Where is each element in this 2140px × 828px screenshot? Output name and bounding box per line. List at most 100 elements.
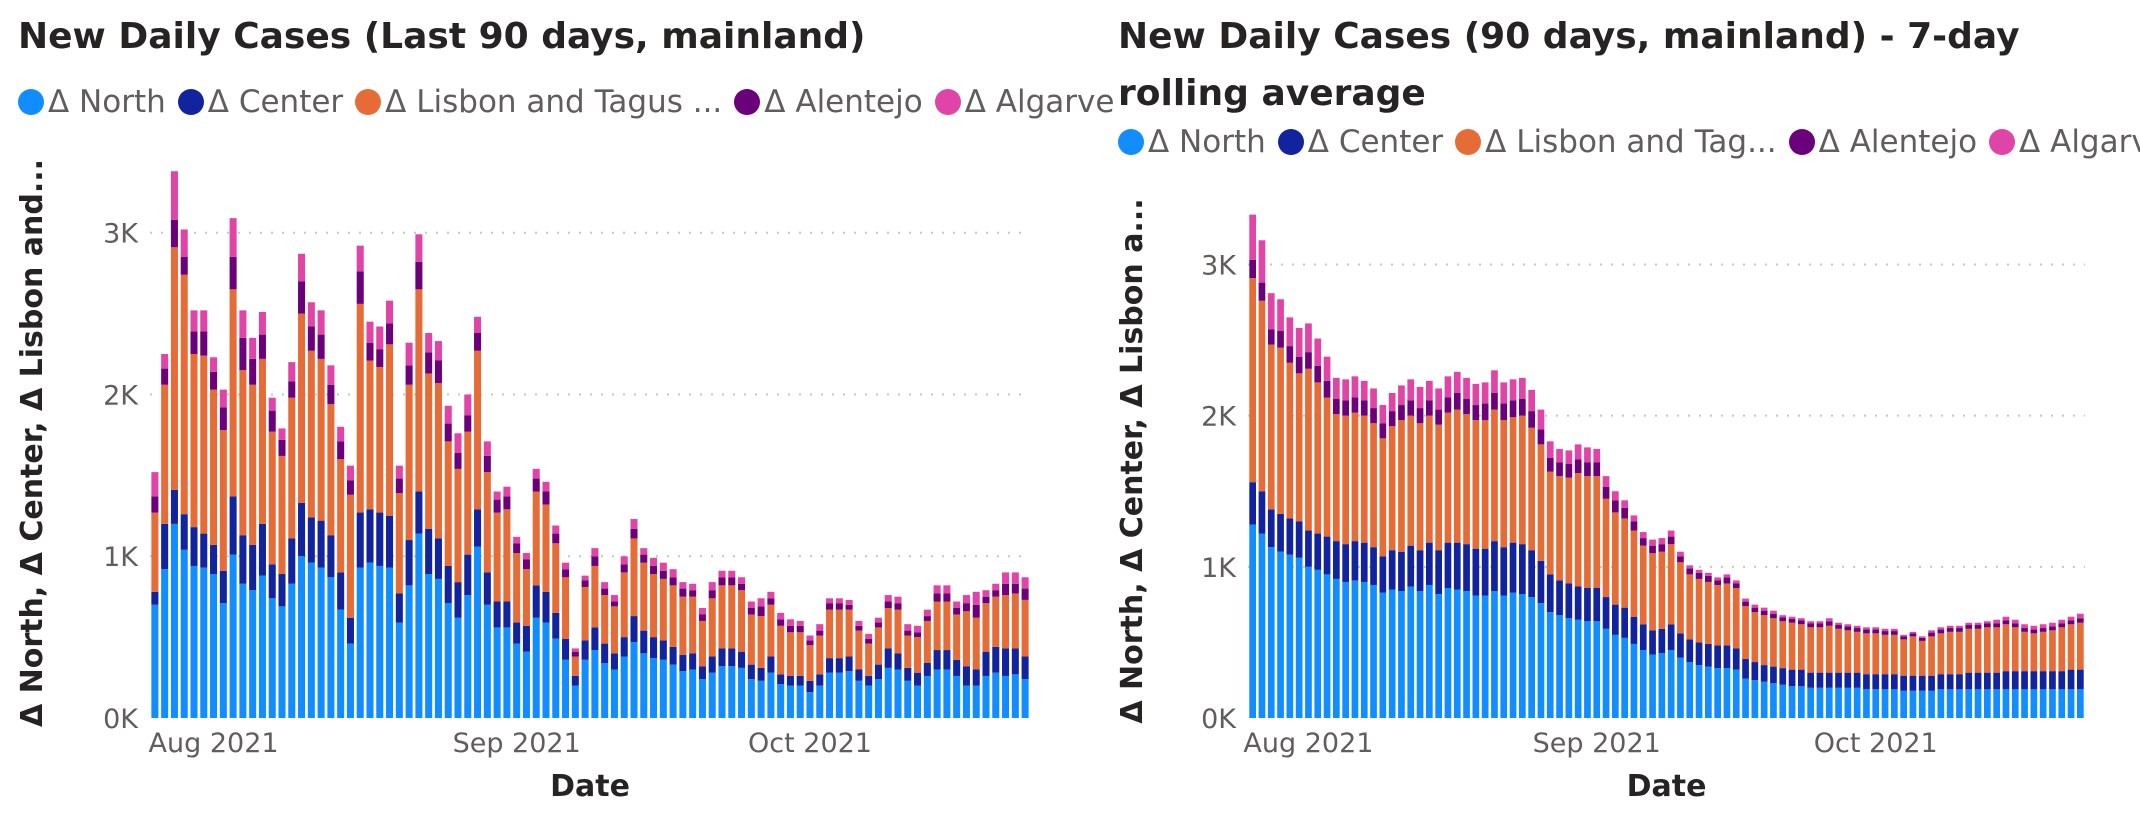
bar-series-alentejo[interactable] [1798,620,1805,625]
bar-series-algarve[interactable] [1407,379,1415,401]
bar-series-algarve[interactable] [1807,621,1814,624]
bar-series-lisbon[interactable] [1835,628,1842,673]
bar-series-center[interactable] [2021,671,2028,690]
bar-series-north[interactable] [2011,689,2019,718]
bar-series-north[interactable] [1305,566,1312,718]
bar-series-center[interactable] [298,502,306,557]
bar-series-center[interactable] [1816,672,1824,688]
bar-series-alentejo[interactable] [1360,400,1368,416]
bar-series-center[interactable] [415,491,423,534]
bar-series-center[interactable] [434,538,442,579]
bar-series-algarve[interactable] [161,354,169,369]
bar-series-north[interactable] [1770,683,1777,718]
bar-series-alentejo[interactable] [395,478,403,494]
bar-series-center[interactable] [610,653,618,670]
bar-series-center[interactable] [1891,674,1898,690]
bar-series-algarve[interactable] [425,333,433,353]
bar-series-center[interactable] [601,643,609,663]
bar-series-lisbon[interactable] [581,586,589,641]
bar-series-north[interactable] [161,569,169,718]
bar-series-alentejo[interactable] [1732,583,1740,588]
bar-series-north[interactable] [757,680,765,718]
bar-series-north[interactable] [1314,569,1322,718]
bar-series-algarve[interactable] [493,491,501,500]
bar-series-algarve[interactable] [1900,634,1907,637]
bar-series-lisbon[interactable] [1639,545,1647,625]
bar-series-alentejo[interactable] [1249,259,1256,279]
bar-series-alentejo[interactable] [874,622,882,628]
bar-series-lisbon[interactable] [1379,438,1387,557]
bar-series-alentejo[interactable] [1825,621,1833,626]
bar-series-north[interactable] [268,598,276,718]
bar-series-north[interactable] [386,567,394,718]
bar-series-lisbon[interactable] [376,366,384,513]
bar-series-algarve[interactable] [1295,327,1303,357]
bar-series-alentejo[interactable] [601,588,609,596]
bar-series-center[interactable] [1509,542,1517,593]
bar-series-algarve[interactable] [1565,450,1573,465]
bar-series-lisbon[interactable] [953,614,961,660]
bar-series-north[interactable] [610,669,618,718]
bar-series-alentejo[interactable] [1658,544,1666,552]
bar-series-north[interactable] [2021,689,2028,718]
bar-series-north[interactable] [1881,689,1889,718]
bar-series-north[interactable] [1584,621,1591,718]
bar-series-center[interactable] [1333,541,1340,579]
bar-series-algarve[interactable] [689,583,697,591]
bar-series-center[interactable] [1453,542,1461,590]
bar-series-alentejo[interactable] [2058,623,2066,628]
bar-series-center[interactable] [855,669,863,681]
bar-series-algarve[interactable] [591,548,599,557]
bar-series-alentejo[interactable] [640,554,648,563]
bar-series-alentejo[interactable] [454,452,462,469]
bar-series-north[interactable] [1891,689,1898,718]
bar-series-algarve[interactable] [395,465,403,479]
bar-series-north[interactable] [1742,678,1749,718]
bar-series-lisbon[interactable] [1649,553,1656,631]
bar-series-alentejo[interactable] [386,323,394,345]
bar-series-algarve[interactable] [1444,376,1452,398]
bar-series-lisbon[interactable] [337,459,345,573]
bar-series-center[interactable] [933,650,941,670]
bar-series-lisbon[interactable] [1760,615,1768,666]
bar-series-alentejo[interactable] [1565,464,1573,478]
bar-series-center[interactable] [1444,542,1452,588]
bar-series-center[interactable] [943,650,951,670]
bar-series-lisbon[interactable] [1286,362,1294,519]
bar-series-alentejo[interactable] [1677,556,1684,563]
bar-series-north[interactable] [1509,592,1517,718]
bar-series-lisbon[interactable] [2077,622,2084,670]
bar-series-algarve[interactable] [630,519,638,529]
bar-series-center[interactable] [151,591,159,605]
bar-series-north[interactable] [571,685,579,718]
bar-series-alentejo[interactable] [1872,629,1880,634]
bar-series-center[interactable] [1351,541,1359,581]
bar-series-algarve[interactable] [1370,388,1377,409]
bar-series-alentejo[interactable] [1928,632,1935,637]
bar-series-alentejo[interactable] [258,334,266,359]
bar-series-alentejo[interactable] [1844,626,1852,631]
bar-series-alentejo[interactable] [1286,346,1294,363]
bar-series-lisbon[interactable] [1426,415,1433,543]
bar-series-lisbon[interactable] [1011,593,1019,649]
bar-series-north[interactable] [943,669,951,718]
bar-series-alentejo[interactable] [972,604,980,618]
bar-series-north[interactable] [806,692,814,718]
bar-series-alentejo[interactable] [2011,623,2019,628]
bar-series-algarve[interactable] [659,562,667,571]
bar-series-north[interactable] [327,577,335,718]
bar-series-alentejo[interactable] [1333,399,1340,415]
bar-series-center[interactable] [757,667,765,681]
bar-series-algarve[interactable] [620,556,628,565]
bar-series-center[interactable] [366,509,374,563]
bar-series-lisbon[interactable] [1900,639,1907,676]
bar-series-lisbon[interactable] [317,358,325,521]
bar-series-center[interactable] [718,648,726,667]
bar-series-north[interactable] [2067,689,2075,718]
bar-series-algarve[interactable] [786,619,794,626]
bar-series-alentejo[interactable] [1295,356,1303,374]
bar-series-north[interactable] [1472,595,1480,718]
bar-series-algarve[interactable] [1416,386,1424,409]
bar-series-center[interactable] [562,638,570,660]
bar-series-algarve[interactable] [650,557,658,566]
